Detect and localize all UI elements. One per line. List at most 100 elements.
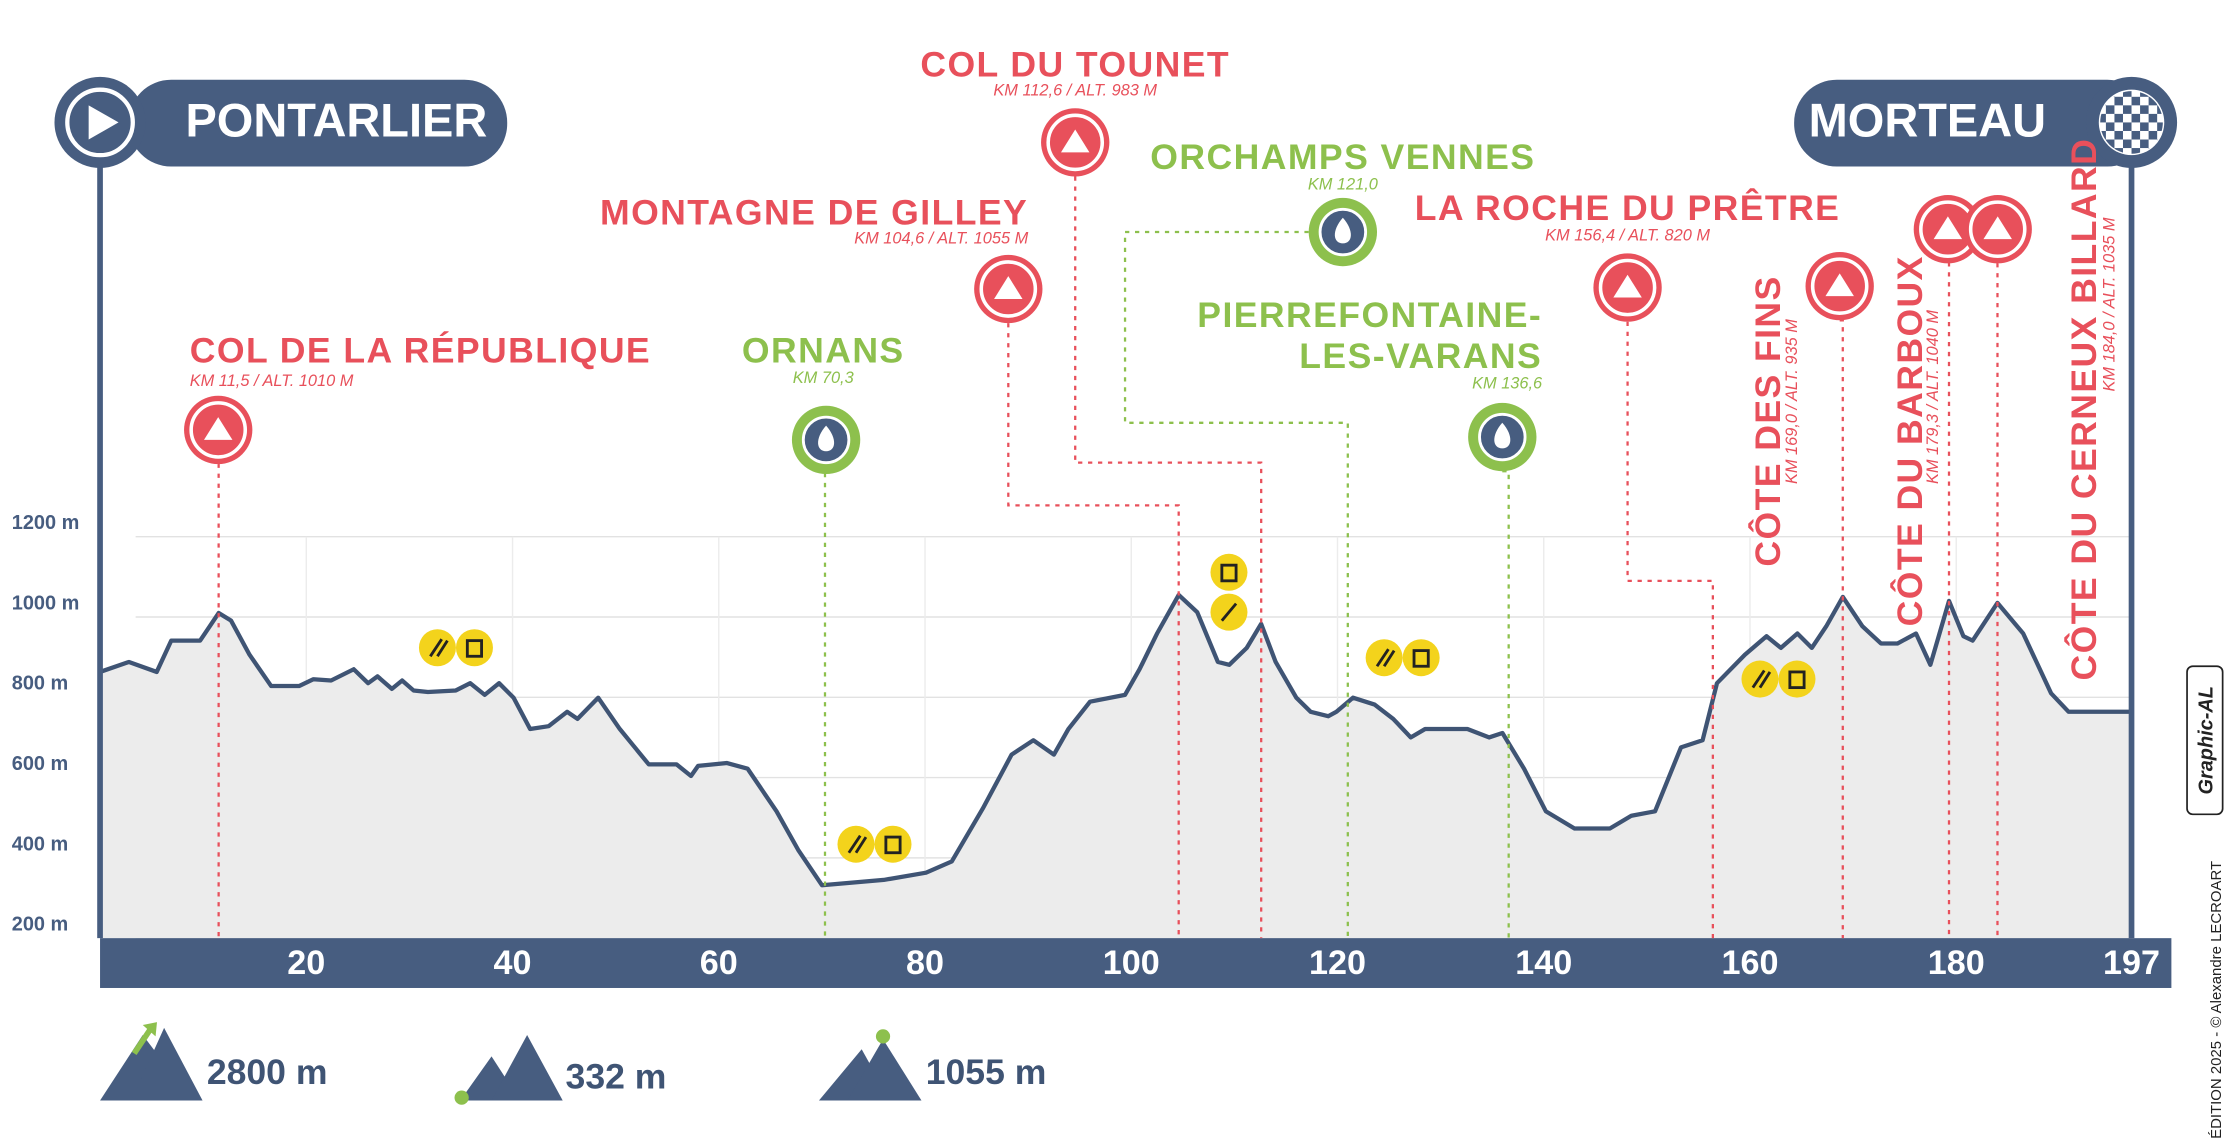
y-tick-label: 600 m xyxy=(12,753,68,775)
x-tick-label: 197 xyxy=(2103,944,2160,982)
flag-square xyxy=(2131,130,2141,140)
climb-name: LA ROCHE DU PRÊTRE xyxy=(1415,188,1841,228)
x-tick-label: 40 xyxy=(494,944,532,982)
flag-square xyxy=(2114,148,2123,154)
zone-glyph xyxy=(465,639,483,658)
climb-icon-peak xyxy=(1060,129,1090,153)
min-dot xyxy=(454,1090,469,1105)
flag-square xyxy=(2114,113,2123,123)
y-tick-label: 800 m xyxy=(12,673,68,695)
climb-info: KM 184,0 / ALT. 1035 M xyxy=(2100,217,2118,391)
climb-name: COL DU TOUNET xyxy=(920,44,1230,84)
max-dot xyxy=(875,1029,891,1044)
connector xyxy=(1074,176,1263,939)
flag-square xyxy=(2122,122,2132,131)
x-axis-bar xyxy=(100,938,2172,988)
climb-name: COL DE LA RÉPUBLIQUE xyxy=(190,330,651,370)
edition: ÉDITION 2025 - © Alexandre LECROART xyxy=(2208,861,2225,1139)
flag-square xyxy=(2114,130,2123,140)
y-tick-label: 1000 m xyxy=(12,592,80,614)
climb-icon-peak xyxy=(203,417,233,440)
y-tick-label: 200 m xyxy=(12,914,68,936)
flag-square xyxy=(2105,139,2115,149)
flag-square xyxy=(2122,139,2132,149)
climb-icon-ring xyxy=(1046,113,1105,172)
climb-icon-peak xyxy=(1825,273,1854,297)
climb-icon-peak xyxy=(1933,216,1963,240)
zone-glyph xyxy=(1220,563,1238,583)
finish-name: MORTEAU xyxy=(1809,93,2046,146)
profile-line xyxy=(99,592,2132,888)
zone-glyph xyxy=(1412,649,1430,668)
flag-square xyxy=(2100,130,2106,140)
zone-glyph xyxy=(1220,602,1238,622)
zone-glyph xyxy=(429,638,443,658)
climb-icon-peak xyxy=(1613,274,1642,298)
climb-icon-ring xyxy=(1598,258,1657,317)
y-tick-label: 400 m xyxy=(12,833,68,855)
zone-glyph xyxy=(1751,669,1766,689)
connector xyxy=(1947,262,1951,939)
brand-box xyxy=(2186,665,2224,816)
x-tick-label: 100 xyxy=(1103,944,1160,982)
brand: Graphic-AL xyxy=(2196,686,2218,794)
start-icon-ring xyxy=(65,87,135,158)
zone-glyph xyxy=(436,639,449,658)
sprint-name: PIERREFONTAINE- xyxy=(1197,295,1542,335)
min-altitude: 332 m xyxy=(566,1056,667,1096)
flag-square xyxy=(2122,105,2132,114)
flag-square xyxy=(2122,91,2132,97)
flag-square xyxy=(2148,113,2158,123)
max-altitude: 1055 m xyxy=(926,1052,1047,1092)
gain-arrow xyxy=(131,1026,154,1056)
climb-icon-ring xyxy=(979,260,1038,318)
climb-icon-peak xyxy=(994,276,1023,299)
start-name: PONTARLIER xyxy=(185,93,487,146)
connector xyxy=(1007,323,1180,939)
profile-area xyxy=(100,594,2132,939)
connector xyxy=(1123,230,1349,939)
flag-square xyxy=(2140,139,2149,149)
zone-icon xyxy=(1210,553,1248,591)
x-tick-label: 120 xyxy=(1309,944,1366,982)
climb-name: MONTAGNE DE GILLEY xyxy=(600,192,1028,232)
x-tick-label: 20 xyxy=(287,944,325,982)
zone-icon xyxy=(1778,660,1816,698)
climb-icon-peak xyxy=(1983,216,2012,240)
climb-info: KM 156,4 / ALT. 820 M xyxy=(1545,227,1710,245)
sprint-icon-drop xyxy=(1334,217,1351,244)
zone-glyph xyxy=(1382,649,1396,668)
flag-square xyxy=(2105,105,2115,114)
finish-pill xyxy=(1794,79,2151,167)
climb-info: KM 169,0 / ALT. 935 M xyxy=(1783,319,1801,484)
zone-icon xyxy=(455,629,493,667)
zone-glyph xyxy=(854,836,868,854)
climb-info: KM 104,6 / ALT. 1055 M xyxy=(854,229,1028,247)
gain-icon xyxy=(131,1027,203,1101)
zone-glyph xyxy=(884,835,902,855)
x-tick-label: 180 xyxy=(1928,944,1985,982)
climb-icon-ring xyxy=(189,401,248,459)
annotation-layer: COL DE LA RÉPUBLIQUE KM 11,5 / ALT. 1010 … xyxy=(184,44,2118,939)
flag-square xyxy=(2140,105,2149,114)
sprint-name: ORNANS xyxy=(742,330,905,370)
climb-name: CÔTE DU CERNEUX BILLARD xyxy=(2064,138,2104,681)
x-tick-label: 60 xyxy=(700,944,738,982)
start-pill xyxy=(128,79,508,167)
zone-glyph xyxy=(847,834,862,854)
climb-info: KM 112,6 / ALT. 983 M xyxy=(993,81,1157,99)
x-tick-label: 160 xyxy=(1721,944,1778,982)
climb-info: KM 11,5 / ALT. 1010 M xyxy=(190,372,354,390)
y-tick-label: 1200 m xyxy=(12,512,80,534)
zone-icon xyxy=(1402,639,1440,677)
sprint-name: ORCHAMPS VENNES xyxy=(1150,137,1535,177)
start-icon-play xyxy=(88,105,119,140)
connector xyxy=(1502,470,1510,939)
x-tick-label: 140 xyxy=(1515,944,1572,982)
flag-square xyxy=(2131,148,2141,154)
connector xyxy=(823,472,827,939)
zone-glyph xyxy=(1788,670,1806,690)
x-tick-label: 80 xyxy=(906,944,944,982)
climb-name: CÔTE DES FINS xyxy=(1748,275,1788,566)
